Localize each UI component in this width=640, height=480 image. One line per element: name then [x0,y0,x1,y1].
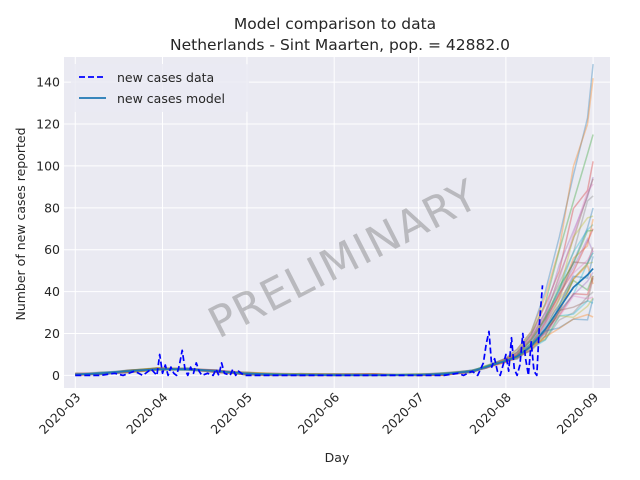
y-tick-label: 120 [36,117,60,132]
y-ticks: 0 20 40 60 80 100 120 140 [36,75,60,383]
x-tick-label: 2020-08 [466,389,514,437]
legend-box [71,64,249,112]
y-tick-label: 0 [52,368,60,383]
data-series-line [75,285,544,377]
legend-label-data: new cases data [117,70,214,85]
y-tick-label: 100 [36,158,60,173]
y-tick-label: 140 [36,75,60,90]
plot-background [64,57,610,388]
x-tick-label: 2020-07 [379,390,427,438]
x-ticks: 2020-03 2020-04 2020-05 2020-06 2020-07 2020-… [36,389,601,437]
y-tick-label: 60 [44,242,60,257]
grid [64,57,610,388]
x-tick-label: 2020-09 [554,389,602,437]
y-tick-label: 20 [44,326,60,341]
legend-label-model: new cases model [117,91,225,106]
series-group [75,268,594,377]
y-axis-label: Number of new cases reported [13,127,28,320]
x-tick-label: 2020-06 [295,389,343,437]
x-tick-label: 2020-05 [208,390,256,438]
legend: new cases data new cases model [71,64,249,112]
x-tick-label: 2020-03 [36,390,84,438]
chart-subtitle: Netherlands - Sint Maarten, pop. = 42882… [170,36,510,54]
chart-title: Model comparison to data [234,15,436,33]
x-tick-label: 2020-04 [123,389,171,437]
y-tick-label: 80 [44,200,60,215]
x-axis-label: Day [325,450,350,465]
y-tick-label: 40 [44,284,60,299]
